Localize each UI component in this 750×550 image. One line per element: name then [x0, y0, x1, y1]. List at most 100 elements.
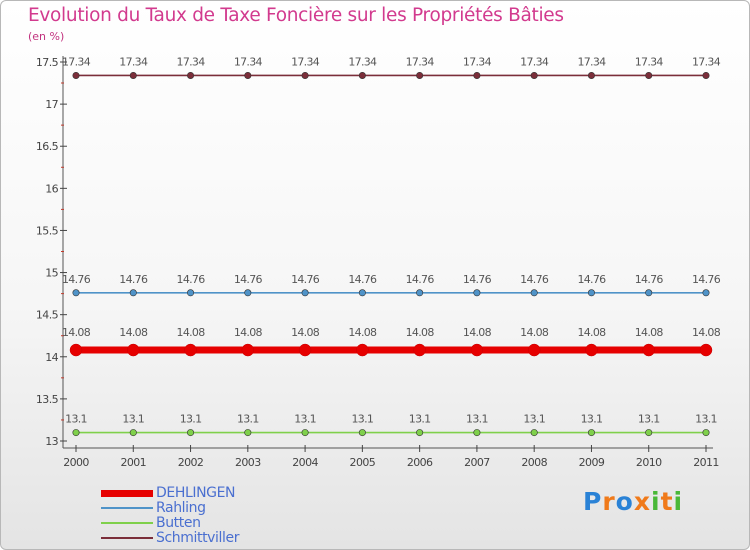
- data-point-butten: [129, 429, 137, 437]
- series-butten: 13.1 13.1 13.1 13.1 13.1 13.1 13.1 13.1 13.1 13.1…: [65, 413, 718, 437]
- data-point-rahling: [129, 289, 137, 297]
- unit-label: (en %): [28, 30, 65, 43]
- data-point-schmittviller: [702, 71, 710, 79]
- data-label-schmittviller: 17.34: [177, 55, 206, 68]
- logo-letter: i: [651, 487, 661, 516]
- data-label-butten: 13.1: [581, 413, 603, 426]
- data-label-schmittviller: 17.34: [463, 55, 492, 68]
- data-label-dehlingen: 14.08: [291, 326, 320, 339]
- data-point-rahling: [645, 289, 653, 297]
- data-label-butten: 13.1: [523, 413, 545, 426]
- data-point-dehlingen: [184, 343, 197, 357]
- data-point-schmittviller: [301, 71, 309, 79]
- data-point-butten: [244, 429, 252, 437]
- y-tick-label: 17: [45, 98, 58, 111]
- proxiti-logo: Proxiti: [583, 487, 683, 516]
- data-label-rahling: 14.76: [177, 273, 206, 286]
- data-label-schmittviller: 17.34: [406, 55, 435, 68]
- data-point-rahling: [72, 289, 80, 297]
- data-label-rahling: 14.76: [119, 273, 148, 286]
- data-point-schmittviller: [187, 71, 195, 79]
- x-tick-label: 2009: [579, 456, 605, 469]
- data-label-rahling: 14.76: [520, 273, 549, 286]
- data-label-dehlingen: 14.08: [406, 326, 435, 339]
- data-point-butten: [358, 429, 366, 437]
- data-label-schmittviller: 17.34: [577, 55, 606, 68]
- x-tick-label: 2006: [407, 456, 433, 469]
- data-label-butten: 13.1: [695, 413, 717, 426]
- x-tick-label: 2008: [521, 456, 547, 469]
- data-point-butten: [301, 429, 309, 437]
- data-label-schmittviller: 17.34: [234, 55, 263, 68]
- data-point-schmittviller: [473, 71, 481, 79]
- legend-label-schmittviller: Schmittviller: [156, 530, 240, 546]
- data-point-dehlingen: [127, 343, 140, 357]
- y-tick-label: 17.5: [36, 56, 59, 69]
- data-point-schmittviller: [129, 71, 137, 79]
- data-label-butten: 13.1: [638, 413, 660, 426]
- legend-swatch-dehlingen: [101, 489, 153, 497]
- x-tick-label: 2002: [178, 456, 204, 469]
- x-tick-label: 2000: [63, 456, 89, 469]
- x-tick-label: 2003: [235, 456, 261, 469]
- data-label-rahling: 14.76: [234, 273, 263, 286]
- data-label-butten: 13.1: [294, 413, 316, 426]
- data-label-dehlingen: 14.08: [234, 326, 263, 339]
- data-label-schmittviller: 17.34: [348, 55, 377, 68]
- data-point-butten: [530, 429, 538, 437]
- data-label-dehlingen: 14.08: [119, 326, 148, 339]
- data-point-rahling: [358, 289, 366, 297]
- legend-swatch-butten: [101, 522, 153, 524]
- data-label-butten: 13.1: [409, 413, 431, 426]
- series-rahling: 14.76 14.76 14.76 14.76 14.76 14.76 14.76 14.76…: [62, 273, 721, 297]
- data-label-dehlingen: 14.08: [177, 326, 206, 339]
- x-tick-label: 2004: [292, 456, 318, 469]
- data-point-butten: [72, 429, 80, 437]
- data-point-rahling: [301, 289, 309, 297]
- data-label-schmittviller: 17.34: [692, 55, 721, 68]
- y-tick-label: 14: [45, 351, 58, 364]
- data-point-schmittviller: [416, 71, 424, 79]
- series-dehlingen: 14.08 14.08 14.08 14.08 14.08 14.08 14.08 14.08…: [62, 326, 721, 357]
- logo-letter: P: [583, 487, 603, 516]
- data-point-butten: [416, 429, 424, 437]
- legend-swatch-schmittviller: [101, 537, 153, 539]
- data-point-dehlingen: [527, 343, 541, 357]
- data-label-butten: 13.1: [237, 413, 259, 426]
- x-tick-label: 2010: [636, 456, 662, 469]
- data-label-rahling: 14.76: [463, 273, 492, 286]
- x-tick-label: 2005: [350, 456, 376, 469]
- data-point-rahling: [530, 289, 538, 297]
- logo-letter: o: [615, 487, 634, 516]
- data-label-rahling: 14.76: [348, 273, 377, 286]
- data-label-butten: 13.1: [122, 413, 144, 426]
- data-label-rahling: 14.76: [692, 273, 721, 286]
- data-point-rahling: [416, 289, 424, 297]
- legend-label-rahling: Rahling: [156, 500, 206, 516]
- data-point-butten: [587, 429, 595, 437]
- data-point-dehlingen: [470, 343, 484, 357]
- legend-label-butten: Butten: [156, 515, 201, 531]
- data-label-rahling: 14.76: [291, 273, 320, 286]
- logo-letter: i: [673, 487, 684, 516]
- data-label-dehlingen: 14.08: [520, 326, 549, 339]
- data-point-schmittviller: [530, 71, 538, 79]
- y-tick-label: 13: [45, 435, 58, 448]
- data-point-rahling: [187, 289, 195, 297]
- series-schmittviller: 17.34 17.34 17.34 17.34 17.34 17.34 17.34 17.34…: [62, 55, 721, 79]
- data-point-rahling: [702, 289, 710, 297]
- data-label-dehlingen: 14.08: [348, 326, 377, 339]
- data-point-schmittviller: [587, 71, 595, 79]
- data-label-butten: 13.1: [466, 413, 488, 426]
- x-tick-label: 2007: [464, 456, 490, 469]
- data-label-schmittviller: 17.34: [520, 55, 549, 68]
- data-label-butten: 13.1: [65, 413, 87, 426]
- data-point-dehlingen: [413, 343, 426, 357]
- data-point-dehlingen: [642, 343, 655, 357]
- data-point-butten: [187, 429, 195, 437]
- y-tick-label: 15: [45, 267, 58, 280]
- logo-letter: x: [633, 487, 651, 516]
- data-point-dehlingen: [298, 343, 312, 357]
- data-point-rahling: [587, 289, 595, 297]
- y-tick-label: 16.5: [36, 140, 59, 153]
